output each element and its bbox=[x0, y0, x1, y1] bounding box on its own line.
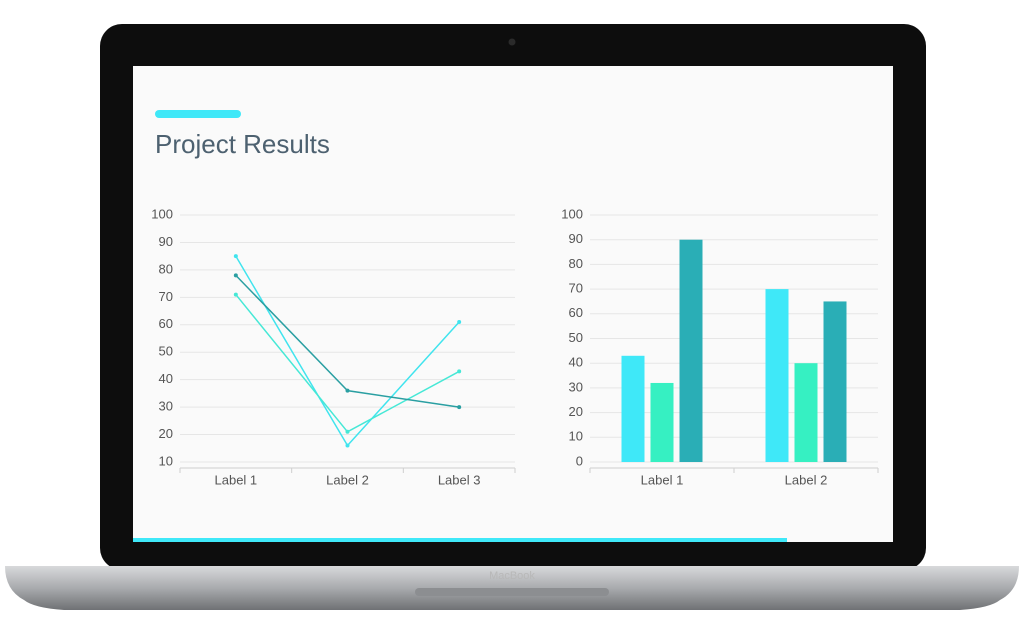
title-accent bbox=[155, 110, 241, 118]
y-tick-label: 60 bbox=[159, 316, 173, 331]
y-tick-label: 70 bbox=[159, 289, 173, 304]
bar bbox=[650, 382, 674, 462]
point bbox=[457, 369, 462, 374]
bar bbox=[679, 239, 703, 462]
y-tick-label: 90 bbox=[569, 231, 583, 246]
bar bbox=[621, 355, 645, 462]
hinge-notch bbox=[415, 588, 609, 596]
bar bbox=[794, 363, 818, 462]
x-tick-label: Label 1 bbox=[215, 472, 258, 487]
y-tick-label: 10 bbox=[569, 429, 583, 444]
y-tick-label: 40 bbox=[569, 355, 583, 370]
bar bbox=[765, 289, 789, 462]
point bbox=[345, 388, 350, 393]
point bbox=[345, 443, 350, 448]
point bbox=[457, 320, 462, 325]
x-tick-label: Label 1 bbox=[641, 472, 684, 487]
bar bbox=[823, 301, 847, 462]
point bbox=[233, 254, 238, 259]
screen-accent-bar bbox=[133, 538, 787, 542]
y-tick-label: 10 bbox=[159, 453, 173, 468]
y-tick-label: 100 bbox=[151, 206, 173, 221]
x-tick-label: Label 2 bbox=[785, 472, 828, 487]
device-label: MacBook bbox=[489, 570, 535, 582]
y-tick-label: 90 bbox=[159, 234, 173, 249]
y-tick-label: 80 bbox=[569, 256, 583, 271]
camera bbox=[508, 38, 516, 46]
point bbox=[233, 292, 238, 297]
y-tick-label: 30 bbox=[569, 379, 583, 394]
y-tick-label: 50 bbox=[569, 330, 583, 345]
point bbox=[345, 429, 350, 434]
y-tick-label: 40 bbox=[159, 371, 173, 386]
point bbox=[457, 405, 462, 410]
y-tick-label: 30 bbox=[159, 399, 173, 414]
y-tick-label: 80 bbox=[159, 261, 173, 276]
x-tick-label: Label 2 bbox=[326, 472, 369, 487]
y-tick-label: 0 bbox=[576, 453, 583, 468]
y-tick-label: 20 bbox=[569, 404, 583, 419]
y-tick-label: 70 bbox=[569, 281, 583, 296]
y-tick-label: 50 bbox=[159, 344, 173, 359]
y-tick-label: 60 bbox=[569, 305, 583, 320]
point bbox=[233, 273, 238, 278]
y-tick-label: 100 bbox=[561, 206, 583, 221]
x-tick-label: Label 3 bbox=[438, 472, 481, 487]
y-tick-label: 20 bbox=[159, 426, 173, 441]
title: Project Results bbox=[155, 129, 330, 159]
